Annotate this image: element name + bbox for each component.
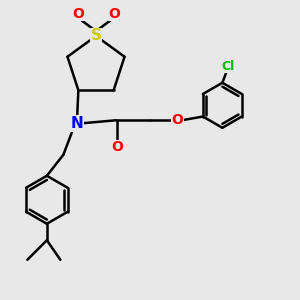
Text: O: O bbox=[171, 113, 183, 127]
Text: Cl: Cl bbox=[222, 60, 235, 73]
Text: O: O bbox=[108, 7, 120, 20]
Text: N: N bbox=[70, 116, 83, 131]
Text: O: O bbox=[111, 140, 123, 154]
Text: S: S bbox=[91, 28, 101, 44]
Text: O: O bbox=[72, 7, 84, 20]
